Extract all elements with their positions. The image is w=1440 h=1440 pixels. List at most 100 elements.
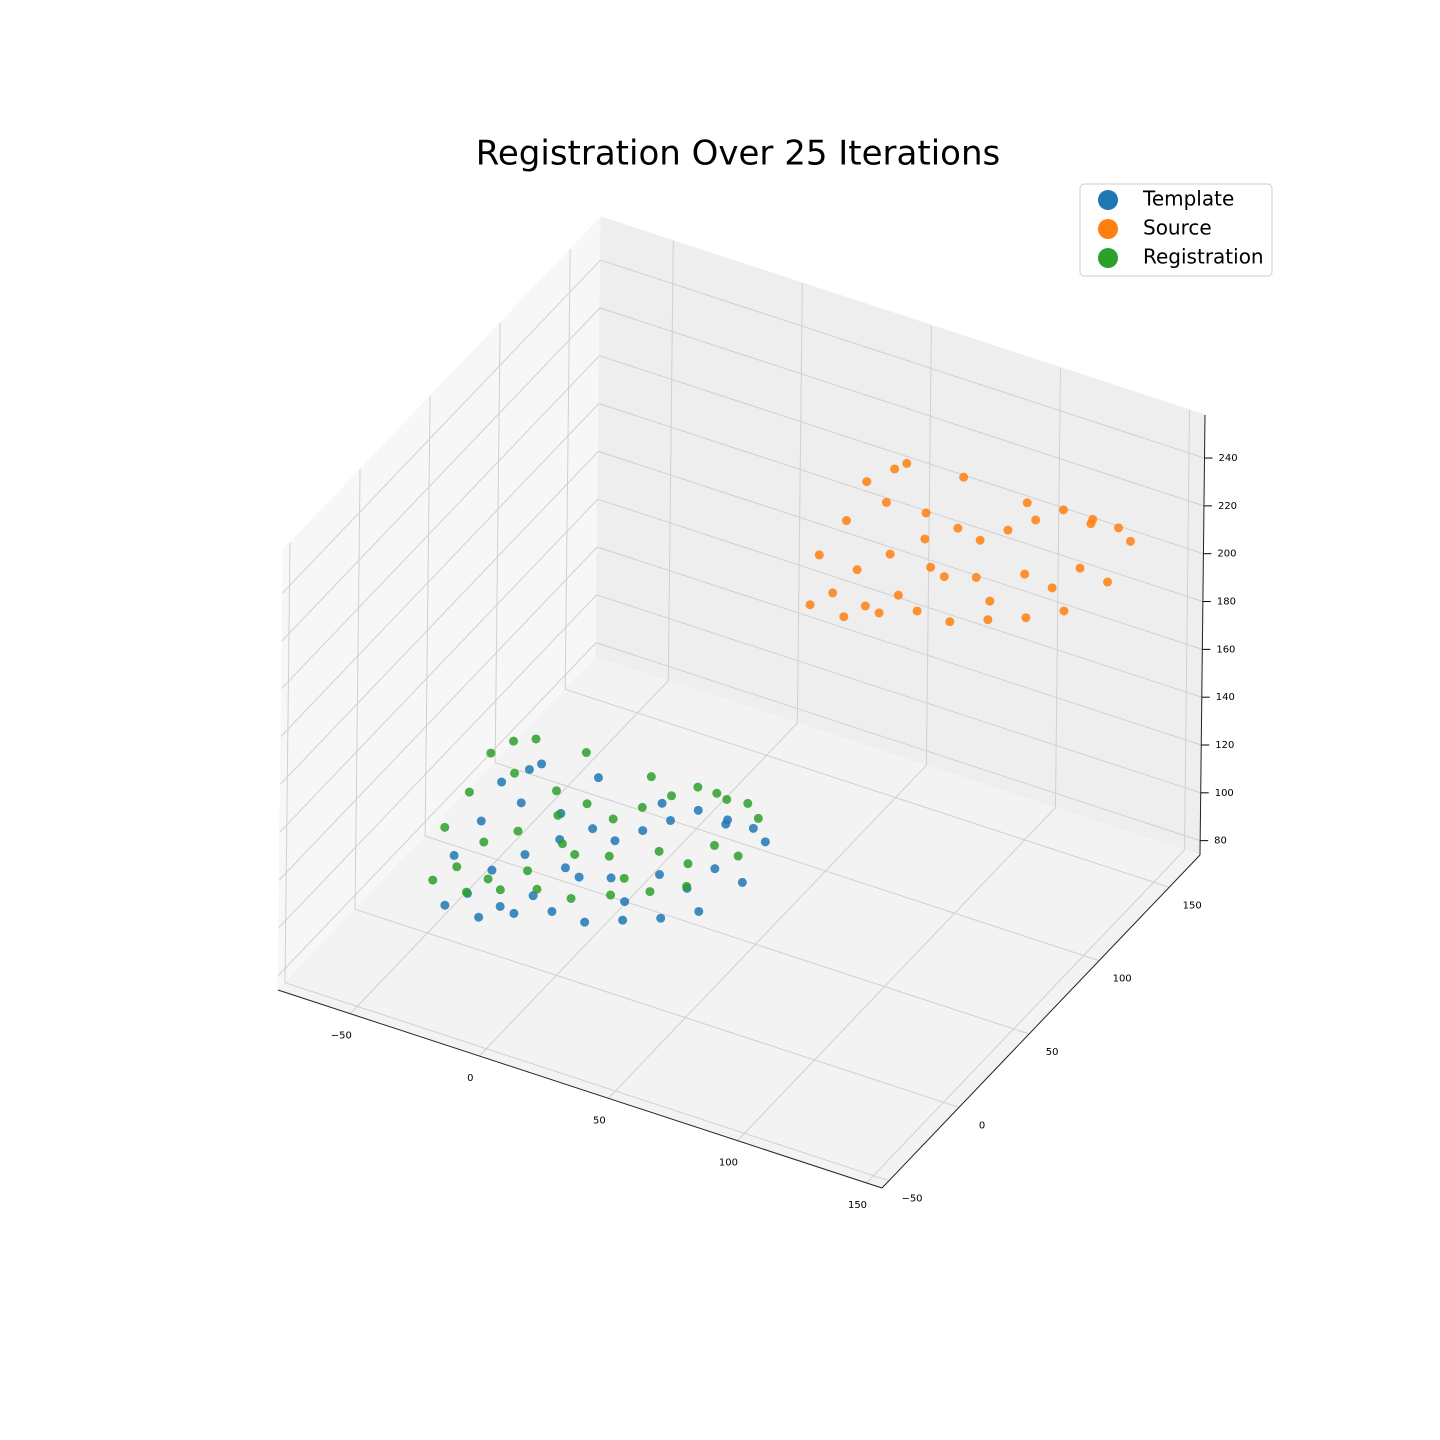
point: [1047, 583, 1057, 593]
point: [920, 534, 930, 544]
point: [881, 497, 891, 507]
grid-line: [349, 680, 669, 1015]
point: [1003, 525, 1013, 535]
point: [1021, 613, 1031, 623]
grid-line: [281, 355, 600, 690]
grid-line: [280, 403, 600, 737]
grid-line: [277, 642, 597, 976]
point: [1103, 577, 1113, 587]
point: [606, 890, 616, 900]
point: [1020, 569, 1030, 579]
point: [428, 875, 438, 885]
x-tick-label: 0: [467, 1073, 473, 1084]
point: [693, 782, 703, 792]
point: [912, 606, 922, 616]
point: [620, 897, 630, 907]
point: [723, 815, 733, 825]
point: [828, 588, 838, 598]
point: [513, 826, 523, 836]
point: [509, 736, 519, 746]
point: [753, 813, 763, 823]
point: [1059, 606, 1069, 616]
z-tick-label: 140: [1216, 692, 1235, 703]
x-tick-label: 100: [719, 1158, 738, 1169]
point: [743, 798, 753, 808]
point: [557, 839, 567, 849]
point: [657, 798, 667, 808]
point: [1125, 536, 1135, 546]
point: [985, 596, 995, 606]
grid-line: [1184, 409, 1191, 850]
point: [710, 864, 720, 874]
legend-marker: [1098, 248, 1118, 268]
point: [497, 777, 507, 787]
grid-line: [667, 240, 674, 681]
point: [805, 600, 815, 610]
point: [862, 477, 872, 487]
z-tick-label: 100: [1215, 788, 1234, 799]
legend-marker: [1098, 190, 1118, 210]
point: [682, 881, 692, 891]
point: [551, 786, 561, 796]
legend-label: Source: [1143, 216, 1212, 240]
legend-label: Template: [1142, 187, 1234, 211]
point: [483, 874, 493, 884]
point: [604, 851, 614, 861]
point: [580, 917, 590, 927]
z-tick-label: 240: [1219, 453, 1238, 464]
point: [570, 850, 580, 860]
point: [516, 798, 526, 808]
point: [479, 837, 489, 847]
legend-marker: [1098, 219, 1118, 239]
point: [656, 913, 666, 923]
point: [666, 791, 676, 801]
grid-line: [866, 849, 1185, 1184]
point: [608, 814, 618, 824]
grid-line: [424, 395, 431, 836]
point: [1031, 515, 1041, 525]
point: [841, 516, 851, 526]
grid-line: [278, 594, 598, 929]
point: [645, 887, 655, 897]
grid-line: [737, 807, 1056, 1141]
grid-line: [597, 546, 1202, 746]
legend-label: Registration: [1143, 245, 1264, 269]
grid-line: [565, 688, 1170, 888]
point: [975, 535, 985, 545]
point: [509, 908, 519, 918]
grid-line: [796, 282, 803, 724]
point: [452, 862, 462, 872]
grid-line: [1054, 367, 1061, 808]
point: [748, 823, 758, 833]
z-tick-label: 200: [1217, 549, 1236, 560]
point: [983, 615, 993, 625]
grid-line: [279, 498, 599, 833]
point: [971, 572, 981, 582]
point: [902, 458, 912, 468]
point: [520, 850, 530, 860]
y-tick-label: −50: [901, 1194, 922, 1205]
point: [654, 846, 664, 856]
point: [709, 840, 719, 850]
x-tick-label: −50: [331, 1031, 352, 1042]
grid-line: [925, 325, 932, 766]
point: [885, 549, 895, 559]
point: [760, 837, 770, 847]
point: [654, 870, 664, 880]
grid-line: [354, 469, 361, 910]
z-tick-label: 180: [1217, 597, 1236, 608]
point: [547, 906, 557, 916]
point: [646, 772, 656, 782]
point: [939, 572, 949, 582]
series: [805, 458, 1135, 627]
grid-line: [478, 722, 798, 1057]
point: [487, 865, 497, 875]
point: [860, 601, 870, 611]
grid-line: [494, 762, 1100, 962]
point: [666, 815, 676, 825]
x-tick-label: 50: [593, 1115, 606, 1126]
grid-line: [564, 249, 571, 690]
point: [890, 464, 900, 474]
legend-box: [1079, 183, 1273, 277]
